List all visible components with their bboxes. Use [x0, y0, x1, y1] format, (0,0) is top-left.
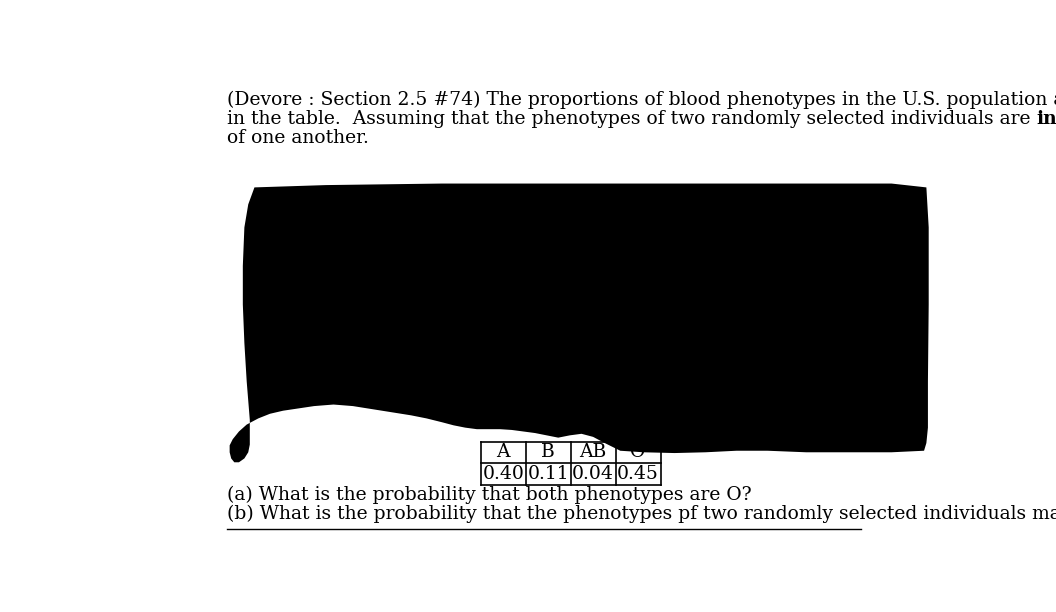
Text: B: B [542, 443, 555, 461]
Text: (Devore : Section 2.5 #74) The proportions of blood phenotypes in the U.S. popul: (Devore : Section 2.5 #74) The proportio… [227, 91, 1056, 109]
Text: of one another.: of one another. [227, 129, 369, 147]
Text: in the table.  Assuming that the phenotypes of two randomly selected individuals: in the table. Assuming that the phenotyp… [227, 110, 1036, 128]
Text: A: A [496, 443, 510, 461]
Text: AB: AB [580, 443, 607, 461]
Text: (b) What is the probability that the phenotypes pf two randomly selected individ: (b) What is the probability that the phe… [227, 505, 1056, 523]
Text: 0.04: 0.04 [572, 465, 614, 483]
Text: 0.40: 0.40 [483, 465, 524, 483]
Text: independent: independent [1036, 110, 1056, 128]
Text: 0.45: 0.45 [617, 465, 659, 483]
Text: O: O [630, 443, 645, 461]
Text: (a) What is the probability that both phenotypes are O?: (a) What is the probability that both ph… [227, 485, 751, 504]
Text: 0.11: 0.11 [527, 465, 569, 483]
Polygon shape [229, 184, 928, 462]
